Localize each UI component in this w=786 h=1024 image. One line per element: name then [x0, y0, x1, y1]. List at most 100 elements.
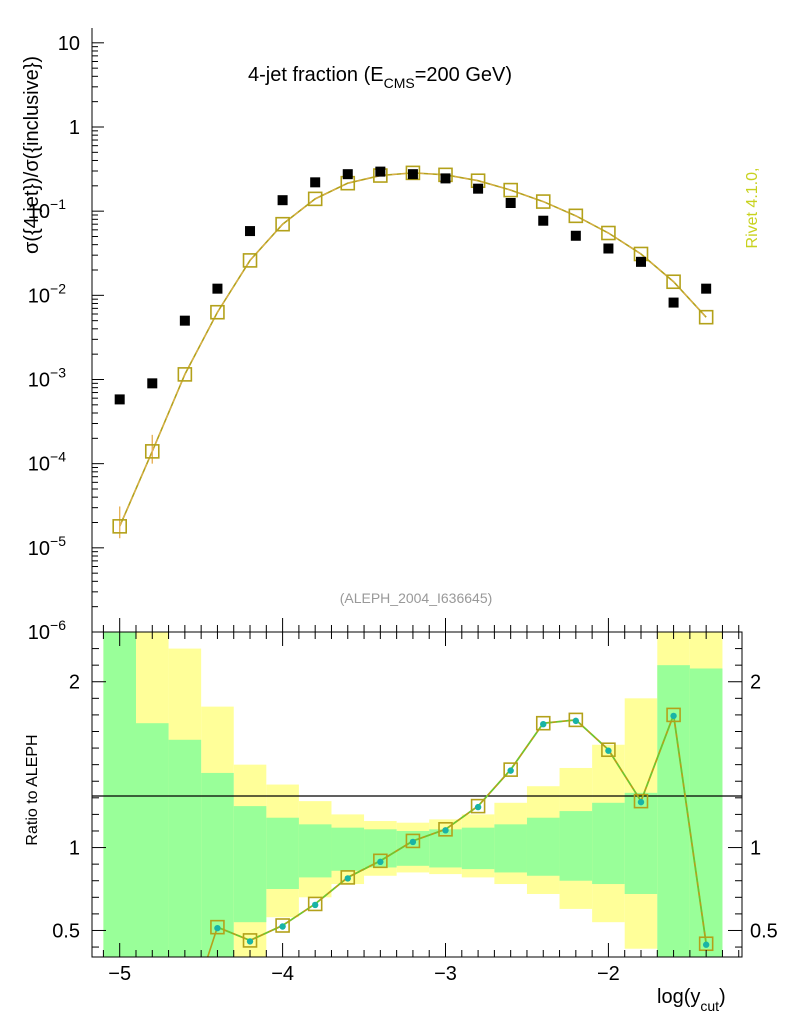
mc-point [666, 274, 681, 290]
ratio-mc-marker [670, 712, 677, 720]
ratio-mc-point [275, 918, 290, 933]
data-point [114, 394, 125, 405]
rivet-version-label: Rivet 4.1.0, [744, 168, 761, 249]
ratio-mc-marker [572, 717, 580, 725]
ratio-band-1sigma [135, 723, 169, 957]
ratio-band-1sigma [233, 806, 267, 923]
mc-point [210, 304, 225, 320]
ratio-mc-marker [540, 720, 547, 728]
ratio-plot-panel: 0.5 0.5 1 1 2 2 −5 −4 −3 −2 Ratio to ALEPH log(y… [24, 631, 778, 1014]
ratio-mc-marker [377, 858, 384, 866]
y-tick-label: 10−4 [28, 449, 66, 476]
ratio-y-tick-label-right: 1 [750, 838, 761, 860]
ratio-band-1sigma [461, 827, 495, 870]
ratio-mc-point [568, 712, 584, 728]
x-tick-label: −5 [108, 963, 131, 985]
ratio-band-1sigma [526, 817, 560, 876]
data-point [635, 256, 646, 267]
data-point [277, 195, 288, 206]
ratio-mc-marker [507, 767, 514, 774]
mc-point [177, 367, 193, 382]
mc-dashed-line [119, 172, 707, 527]
ratio-mc-marker [474, 803, 482, 811]
mc-point [601, 225, 616, 241]
analysis-label: (ALEPH_2004_I636645) [340, 590, 493, 606]
ratio-y-tick-label: 0.5 [52, 920, 80, 942]
ratio-y-tick-label-right: 0.5 [750, 920, 778, 942]
ratio-band-1sigma [266, 817, 299, 890]
ratio-band-1sigma [103, 632, 136, 957]
ratio-mc-point [503, 762, 518, 777]
data-point [375, 166, 386, 177]
mc-point [405, 165, 421, 181]
mc-point [698, 309, 714, 325]
x-tick-label: −4 [271, 963, 294, 985]
mc-point [242, 253, 258, 268]
mc-point [503, 182, 518, 198]
data-point [310, 177, 321, 188]
ratio-y-axis-label: Ratio to ALEPH [24, 734, 41, 845]
ratio-frame [91, 631, 743, 958]
ratio-mc-point [405, 833, 421, 849]
ratio-mc-point [601, 742, 616, 758]
data-point [147, 378, 158, 389]
ratio-mc-point [438, 822, 453, 837]
main-y-axis-label: σ({4 jet})/σ({inclusive}) [21, 56, 43, 254]
data-point [212, 283, 223, 294]
plot-title: 4-jet fraction (ECMS=200 GeV) [248, 64, 512, 91]
ratio-mc-point [666, 707, 681, 723]
mc-point [144, 444, 160, 459]
ratio-mc-point [242, 933, 258, 948]
ratio-band-1sigma [331, 827, 365, 871]
ratio-y-tick-label: 2 [69, 672, 80, 694]
data-point [538, 215, 549, 226]
ratio-mc-marker [605, 747, 612, 754]
main-plot-panel: 10 1 10−1 10−2 10−3 10−4 10−5 10−6 4-jet fracti… [21, 28, 761, 644]
ratio-mc-point [633, 793, 649, 809]
data-point [440, 173, 451, 184]
y-tick-label: 1 [69, 117, 80, 139]
ratio-band-1sigma [689, 668, 723, 957]
ratio-mc-point [373, 853, 388, 869]
ratio-band-1sigma [624, 792, 658, 894]
ratio-line-edge [206, 926, 219, 958]
ratio-mc-dashed-line [217, 714, 707, 944]
ratio-band-1sigma [559, 811, 593, 881]
data-point [473, 183, 484, 194]
data-point [701, 283, 712, 294]
ratio-y-tick-label-right: 2 [750, 672, 761, 694]
y-tick-label: 10 [58, 33, 80, 55]
ratio-band-1sigma [494, 824, 527, 873]
x-tick-label: −2 [597, 963, 620, 985]
ratio-y-tick-label: 1 [69, 838, 80, 860]
data-point [407, 169, 418, 180]
ratio-mc-marker [409, 838, 417, 846]
x-axis-label: log(ycut) [657, 986, 726, 1014]
data-point [668, 297, 679, 308]
ratio-mc-marker [702, 941, 710, 948]
mc-point [535, 194, 551, 209]
data-point [245, 226, 256, 237]
ratio-mc-marker [246, 938, 254, 945]
data-point [179, 315, 190, 326]
y-tick-label: 10−5 [28, 533, 66, 560]
data-point [505, 198, 516, 209]
data-point [342, 169, 353, 180]
ratio-mc-marker [311, 901, 319, 909]
ratio-mc-point [470, 798, 486, 814]
ratio-band-1sigma [168, 739, 202, 957]
data-point [570, 230, 581, 241]
x-tick-label: −3 [434, 963, 457, 985]
y-tick-label: 10−2 [28, 280, 66, 307]
ratio-mc-marker [442, 827, 449, 834]
ratio-mc-marker [214, 924, 221, 932]
y-tick-label: 10−1 [28, 196, 66, 223]
ratio-mc-point [307, 896, 323, 912]
y-tick-label: 10−3 [28, 364, 66, 391]
mc-point [112, 519, 127, 534]
ratio-mc-marker [637, 798, 645, 806]
ratio-mc-marker [279, 923, 286, 930]
mc-point [275, 216, 290, 232]
ratio-mc-point [340, 870, 356, 885]
